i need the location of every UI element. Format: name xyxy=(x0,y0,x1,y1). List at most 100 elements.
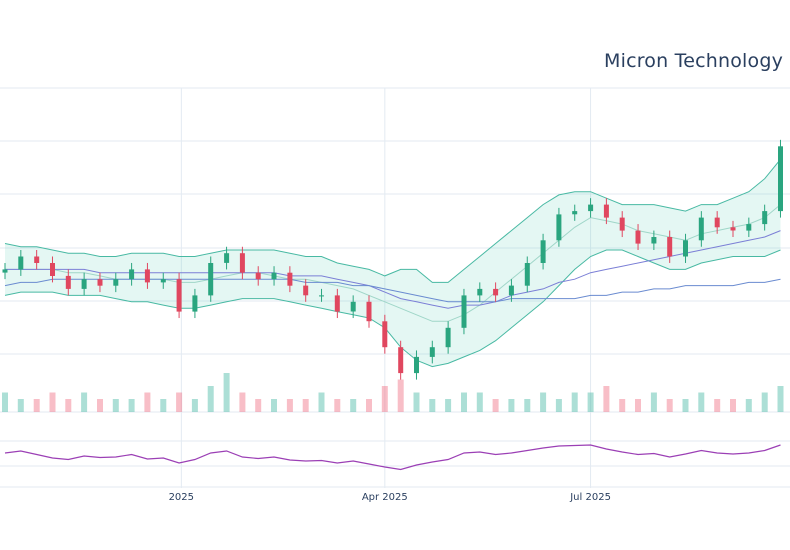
volume-bar xyxy=(730,399,736,412)
candlestick xyxy=(588,198,594,218)
candlestick xyxy=(778,139,783,218)
candlestick xyxy=(271,266,277,286)
candlestick xyxy=(224,246,230,270)
volume-bar xyxy=(461,392,467,412)
volume-bar xyxy=(397,379,404,412)
volume-bar xyxy=(239,392,246,412)
volume-bar xyxy=(17,399,24,412)
candlestick xyxy=(651,230,657,250)
volume-bar xyxy=(635,399,641,412)
volume-bar xyxy=(619,399,626,412)
volume-bar xyxy=(302,399,309,412)
volume-bar xyxy=(714,399,721,412)
candlestick xyxy=(2,262,8,280)
candlestick xyxy=(730,220,736,238)
candlestick xyxy=(65,269,71,296)
bollinger-band-fill xyxy=(5,159,781,367)
candlestick xyxy=(287,266,293,293)
volume-bar xyxy=(682,399,689,412)
candlestick xyxy=(144,262,150,289)
bollinger-lower-line xyxy=(4,249,781,368)
volume-bar xyxy=(144,392,151,412)
candlestick xyxy=(556,207,562,247)
volume-bar xyxy=(761,392,768,412)
candlestick xyxy=(34,250,40,270)
volume-bar xyxy=(33,399,40,412)
candlestick xyxy=(445,321,451,354)
candlestick xyxy=(477,282,483,302)
volume-bar xyxy=(555,399,562,412)
candlestick xyxy=(97,272,103,293)
candlestick xyxy=(493,282,499,302)
volume-bar xyxy=(381,386,388,412)
volume-bar xyxy=(524,399,531,412)
rsi-line xyxy=(4,444,781,471)
candlestick xyxy=(540,233,546,270)
volume-bar xyxy=(65,399,72,412)
volume-bar xyxy=(508,399,515,412)
volume-bar xyxy=(286,399,293,412)
bollinger-upper-line xyxy=(4,158,781,283)
candlestick xyxy=(762,204,768,231)
candlestick xyxy=(619,211,625,238)
candlestick xyxy=(414,350,419,380)
candlestick xyxy=(667,230,673,263)
volume-bar xyxy=(413,392,420,412)
candlestick xyxy=(239,246,245,280)
volume-bar xyxy=(492,399,499,412)
candlestick xyxy=(113,272,119,293)
candlestick xyxy=(714,211,720,234)
moving-average-line xyxy=(4,278,781,303)
candlestick xyxy=(683,233,688,263)
candlestick xyxy=(635,224,641,250)
candlestick xyxy=(572,204,578,221)
volume-bar xyxy=(540,392,547,412)
volume-bar xyxy=(445,399,452,412)
grid-lines xyxy=(0,87,790,488)
volume-bar xyxy=(650,392,657,412)
candlestick xyxy=(350,295,356,319)
candlestick xyxy=(176,272,182,319)
volume-bar xyxy=(334,399,341,412)
volume-bar xyxy=(191,399,198,412)
candlestick xyxy=(603,198,609,225)
candlestick xyxy=(192,288,198,319)
volume-bar xyxy=(318,392,325,412)
volume-bar xyxy=(223,373,230,412)
candlestick xyxy=(508,279,514,302)
candlestick xyxy=(429,340,435,364)
volume-bar xyxy=(777,386,784,412)
volume-bar xyxy=(255,399,262,412)
chart-title: Micron Technology In xyxy=(604,50,790,72)
candlestick xyxy=(160,272,166,289)
volume-bar xyxy=(97,399,103,412)
volume-bar xyxy=(745,399,752,412)
volume-bar xyxy=(207,386,214,412)
volume-bar xyxy=(571,392,578,412)
candlestick xyxy=(208,256,214,302)
volume-bar xyxy=(476,392,483,412)
x-tick-label: Apr 2025 xyxy=(362,492,408,503)
candlestick xyxy=(524,256,530,293)
volume-bar xyxy=(2,392,8,412)
volume-bar xyxy=(271,399,277,412)
volume-bar xyxy=(603,386,610,412)
volume-bar xyxy=(587,392,594,412)
x-tick-label: Jul 2025 xyxy=(569,492,611,503)
volume-bar xyxy=(112,399,119,412)
candlestick xyxy=(461,288,467,335)
candlestick xyxy=(334,288,340,319)
volume-bar xyxy=(128,399,135,412)
volume-bar xyxy=(81,392,88,412)
candlestick xyxy=(746,217,752,238)
candlestick xyxy=(698,211,704,247)
volume-bar xyxy=(429,399,436,412)
candlestick xyxy=(319,288,324,302)
candlestick xyxy=(303,279,309,302)
moving-average-line xyxy=(5,230,781,309)
volume-bar xyxy=(160,399,167,412)
candlestick xyxy=(255,266,261,286)
candlestick xyxy=(18,250,24,276)
volume-bar xyxy=(366,399,372,412)
